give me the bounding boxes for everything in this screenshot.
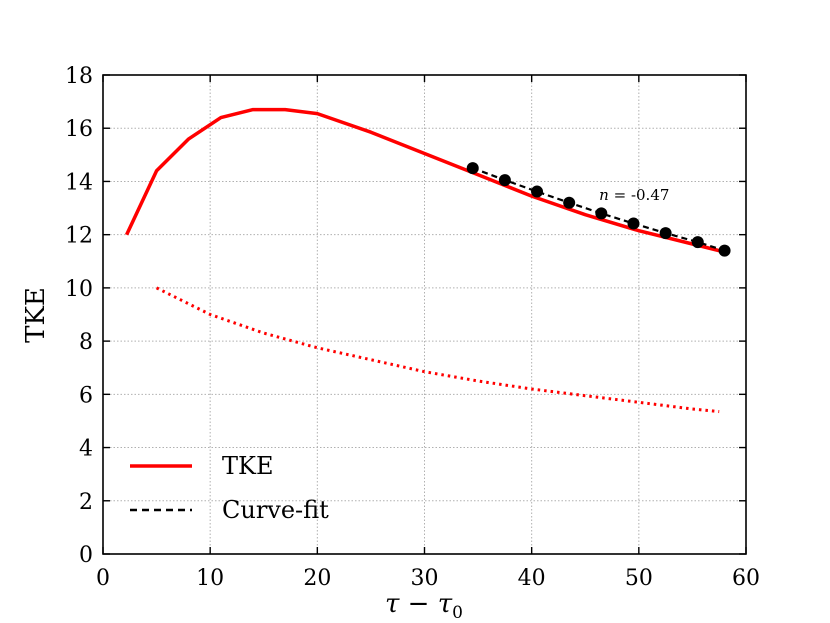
y-tick-label: 8 (79, 330, 93, 355)
x-axis-title-main: τ − τ (385, 589, 453, 619)
curve-fit-point (718, 244, 731, 257)
ticks: 0 10 20 30 40 50 60 0 2 4 6 8 10 12 14 16 18 (65, 64, 760, 591)
y-tick-label: 0 (79, 543, 93, 568)
x-axis-title: τ − τ0 (385, 589, 463, 623)
curve-fit-line (472, 167, 725, 252)
curve-fit-point (498, 174, 511, 187)
curve-fit-point (466, 162, 479, 175)
exponent-annotation: n = -0.47 (599, 186, 669, 204)
x-tick-label: 50 (625, 566, 653, 591)
y-axis-title: TKE (21, 287, 51, 343)
y-tick-label: 6 (79, 383, 93, 408)
curve-fit-point (691, 236, 704, 249)
x-tick-label: 30 (411, 566, 439, 591)
y-tick-label: 16 (65, 117, 93, 142)
x-tick-label: 60 (732, 566, 760, 591)
x-axis-title-subscript: 0 (452, 603, 463, 623)
curve-fit-point (659, 227, 672, 240)
y-tick-label: 14 (65, 170, 93, 195)
legend-label-tke: TKE (222, 452, 273, 480)
y-tick-label: 10 (65, 277, 93, 302)
curve-fit-point (627, 217, 640, 230)
markers-layer (466, 162, 731, 257)
x-tick-label: 40 (518, 566, 546, 591)
exponent-annotation-n: n (599, 186, 609, 204)
curve-fit-point (595, 207, 608, 220)
y-tick-label: 18 (65, 64, 93, 89)
y-tick-label: 4 (79, 437, 93, 462)
y-tick-label: 2 (79, 490, 93, 515)
legend: TKE Curve-fit (130, 452, 329, 524)
y-tick-label: 12 (65, 224, 93, 249)
grid (103, 75, 746, 554)
exponent-annotation-value: = -0.47 (609, 186, 670, 204)
tke-solid-line (125, 107, 726, 254)
curve-fit-point (531, 185, 544, 198)
x-tick-label: 0 (96, 566, 110, 591)
x-tick-label: 20 (303, 566, 331, 591)
curve-fit-point (563, 196, 576, 209)
legend-label-curve-fit: Curve-fit (222, 496, 329, 524)
series-layer (125, 107, 726, 414)
x-tick-label: 10 (196, 566, 224, 591)
tke-dotted-line (155, 286, 720, 414)
